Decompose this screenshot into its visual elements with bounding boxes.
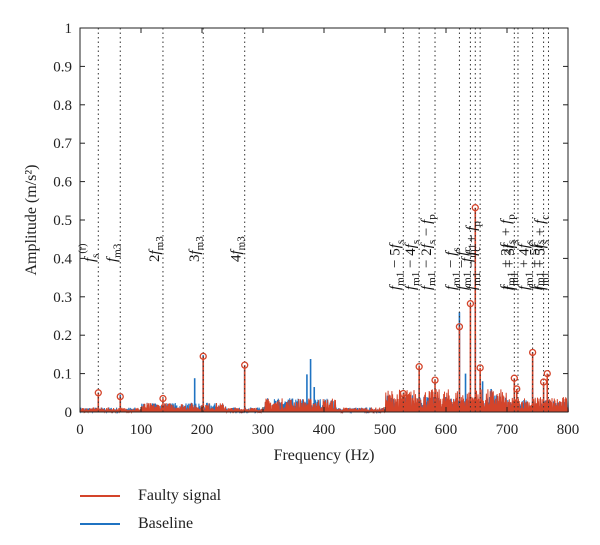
legend-swatch-baseline — [80, 523, 120, 525]
plot-frame — [79, 27, 569, 413]
peak-marker-2 — [159, 394, 167, 403]
x-tick-label-3: 300 — [252, 422, 275, 438]
x-tick-label-1: 100 — [130, 422, 153, 438]
annotation-label-8: fm1​ − fs​ — [443, 247, 462, 290]
legend-swatch-faulty — [80, 495, 120, 497]
peak-marker-4 — [241, 361, 249, 369]
axes: 0 100 200 300 400 500 600 700 800 0 0.1 0.2 0.3 0.4 0.… — [53, 21, 579, 438]
annotation-label-10: fm1​ — [459, 244, 478, 262]
spectrum-chart: 0 100 200 300 400 500 600 700 800 0 0.1 0.2 0.3 0.4 0.… — [23, 21, 579, 464]
peak-marker-16 — [543, 369, 551, 378]
x-axis-label: Frequency (Hz) — [274, 447, 375, 464]
peak-marker-12 — [510, 374, 518, 382]
annotation-lines — [97, 28, 549, 412]
annotation-label-6: fm1​ − 4fs​ — [403, 240, 422, 290]
annotation-label-5: fm1​ − 5fs​ — [387, 240, 406, 290]
annotation-label-15: fm1​ + 5fs​ — [528, 240, 547, 290]
peak-marker-14 — [528, 348, 537, 357]
annotation-label-2: 2fm3​ — [147, 236, 166, 262]
x-tick-label-7: 700 — [496, 422, 519, 438]
y-tick-label-8: 0.8 — [53, 98, 72, 114]
peak-marker-1 — [116, 392, 124, 401]
peak-marker-6 — [415, 363, 423, 371]
y-tick-label-7: 0.7 — [53, 136, 72, 152]
peak-marker-13 — [513, 385, 521, 393]
annotation-label-9: fm1​ − fc​ — [454, 247, 473, 290]
y-tick-label-2: 0.2 — [53, 328, 72, 344]
peak-marker-0 — [94, 389, 102, 397]
peak-marker-7 — [431, 376, 439, 384]
x-tick-label-5: 500 — [374, 422, 397, 438]
annotation-label-11: fm1​ − fc​ + fp​ — [464, 221, 483, 290]
legend-item-baseline: Baseline — [80, 510, 221, 538]
peak-marker-9 — [466, 300, 475, 308]
peak-marker-10 — [471, 204, 479, 212]
y-tick-label-0: 0 — [65, 405, 73, 421]
peak-marker-5 — [399, 389, 407, 398]
x-tick-label-0: 0 — [76, 422, 84, 438]
y-tick-label-6: 0.6 — [53, 175, 72, 191]
y-tick-label-9: 0.9 — [53, 59, 72, 75]
x-tick-label-6: 600 — [435, 422, 458, 438]
legend-label-faulty: Faulty signal — [138, 487, 222, 504]
annotation-label-7: fm1​ − 2fs​ − fp​ — [419, 214, 438, 290]
x-tick-label-2: 200 — [191, 422, 214, 438]
annotation-label-13: fm1​ + 3fs​ — [502, 240, 521, 290]
x-tick-label-8: 800 — [557, 422, 580, 438]
peak-markers — [94, 204, 551, 403]
peak-marker-11 — [476, 364, 484, 372]
peak-marker-3 — [199, 352, 207, 360]
annotation-label-12: fm1​ + 2fs​ + fp​ — [498, 214, 517, 290]
y-tick-label-4: 0.4 — [53, 251, 72, 267]
annotation-label-1: fm3​ — [104, 243, 123, 262]
y-tick-label-5: 0.5 — [53, 213, 72, 229]
annotation-label-3: 3fm3​ — [187, 236, 206, 262]
legend: Faulty signal Baseline — [80, 482, 221, 538]
y-tick-label-1: 0.1 — [53, 367, 72, 383]
legend-label-baseline: Baseline — [138, 515, 194, 532]
y-axis-label: Amplitude (m/s²) — [23, 164, 40, 275]
peak-marker-8 — [455, 323, 464, 331]
faulty-noise-trace — [79, 389, 569, 414]
x-tick-label-4: 400 — [313, 422, 336, 438]
annotation-label-16: fm1​ + 5fs​ + fc​ — [532, 215, 551, 290]
baseline-series — [79, 312, 569, 414]
annotation-label-0: fs​(r)​ — [77, 244, 101, 262]
annotation-label-14: fm1​ + 4fs​ — [517, 240, 536, 290]
annotation-label-4: 4fm3​ — [229, 236, 248, 262]
annotation-labels: fs​(r)​fm3​2fm3​3fm3​4fm3​fm1​ − 5fs​fm1… — [77, 214, 551, 290]
y-tick-label-3: 0.3 — [53, 290, 72, 306]
legend-item-faulty: Faulty signal — [80, 482, 221, 510]
y-tick-label-10: 1 — [65, 21, 73, 37]
peak-marker-15 — [539, 378, 548, 386]
